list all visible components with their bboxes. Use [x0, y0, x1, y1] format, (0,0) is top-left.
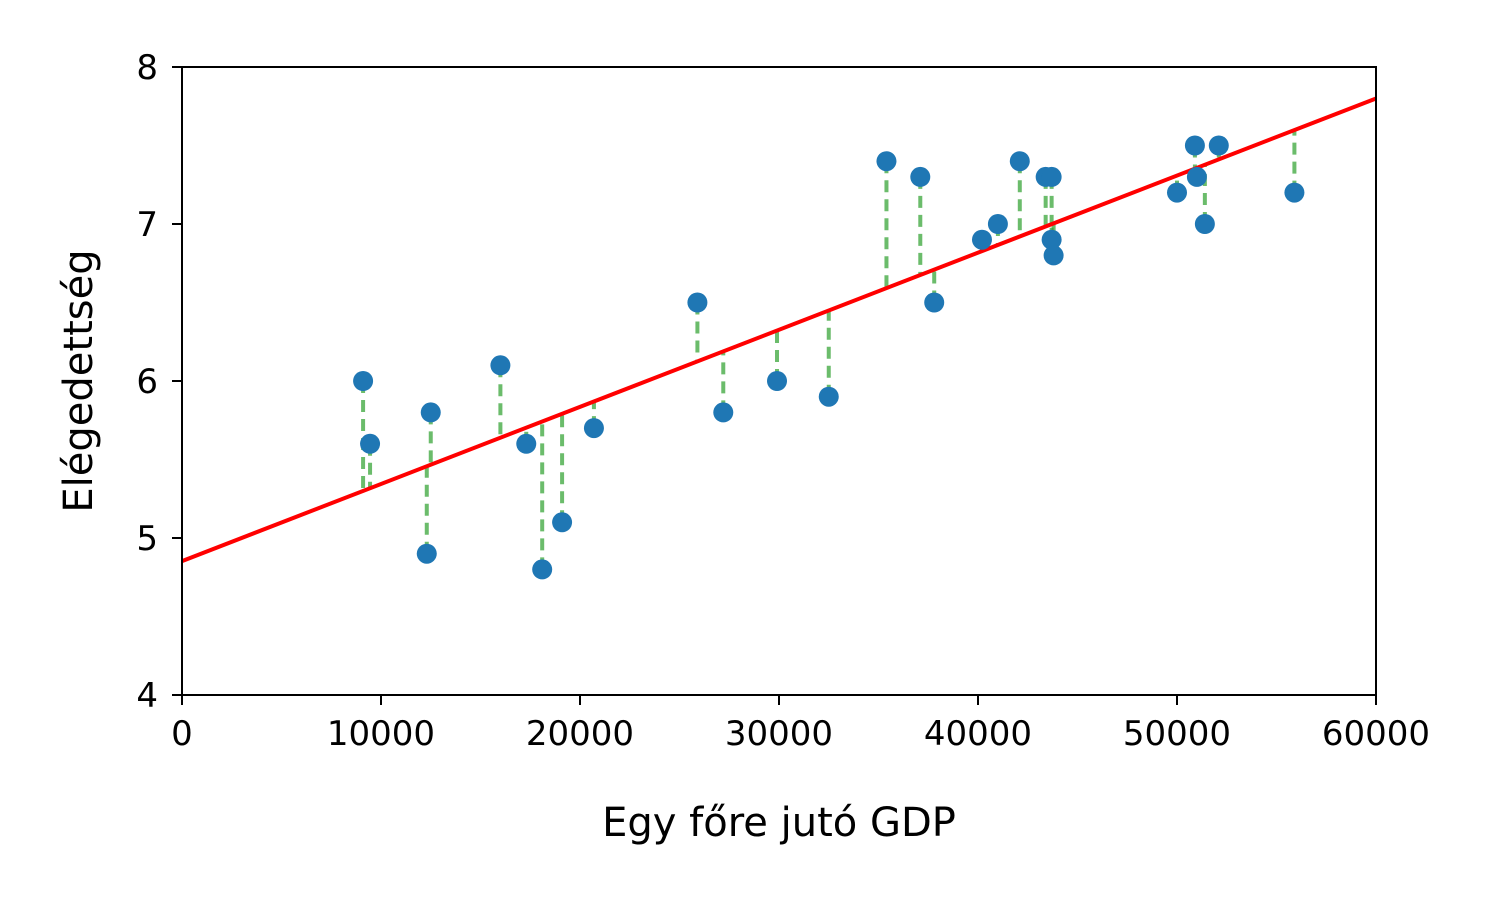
- residual-lines: [361, 130, 1297, 570]
- data-point: [353, 371, 374, 391]
- x-tick-label: 10000: [327, 714, 435, 754]
- data-point: [1284, 182, 1305, 203]
- regression-line-layer: [181, 96, 1377, 563]
- data-point: [1184, 135, 1205, 156]
- data-point: [924, 292, 945, 313]
- y-axis-label: Elégedettség: [56, 249, 102, 512]
- x-tick-label: 0: [171, 714, 193, 754]
- data-point: [687, 292, 708, 313]
- data-point: [583, 418, 604, 439]
- data-point: [1043, 245, 1064, 266]
- data-point: [1186, 166, 1207, 187]
- x-tick-label: 60000: [1322, 714, 1430, 754]
- data-point: [1208, 135, 1229, 156]
- data-point: [910, 166, 931, 187]
- y-tick-label: 5: [136, 519, 158, 559]
- data-point: [713, 402, 734, 423]
- data-point: [987, 214, 1008, 234]
- data-point: [1009, 151, 1030, 172]
- regression-line: [181, 96, 1377, 563]
- data-point: [1041, 166, 1062, 187]
- data-point: [1167, 182, 1187, 203]
- y-tick-label: 8: [136, 48, 158, 88]
- y-tick-label: 6: [136, 362, 158, 402]
- x-axis-label: Egy főre jutó GDP: [602, 800, 956, 846]
- data-point: [818, 386, 839, 407]
- data-point: [876, 151, 897, 172]
- data-point: [767, 371, 788, 391]
- x-tick-label: 30000: [725, 714, 833, 754]
- data-point: [490, 355, 511, 376]
- x-tick-label: 40000: [924, 714, 1032, 754]
- x-tick-label: 50000: [1123, 714, 1231, 754]
- x-tick-label: 20000: [526, 714, 634, 754]
- data-point: [516, 433, 537, 454]
- data-point: [552, 512, 573, 533]
- x-axis-ticks: 0 10000 20000 30000 40000 50000 60000: [171, 695, 1430, 754]
- data-points: [353, 135, 1305, 580]
- y-tick-label: 4: [136, 676, 158, 716]
- data-point: [971, 229, 992, 250]
- data-point: [532, 559, 553, 580]
- y-tick-label: 7: [136, 205, 158, 245]
- data-point: [420, 402, 441, 423]
- data-point: [1194, 214, 1215, 234]
- data-point: [360, 433, 381, 454]
- y-axis-ticks: 4 5 6 7 8: [136, 48, 182, 716]
- data-point: [1041, 229, 1062, 250]
- data-point: [416, 543, 437, 564]
